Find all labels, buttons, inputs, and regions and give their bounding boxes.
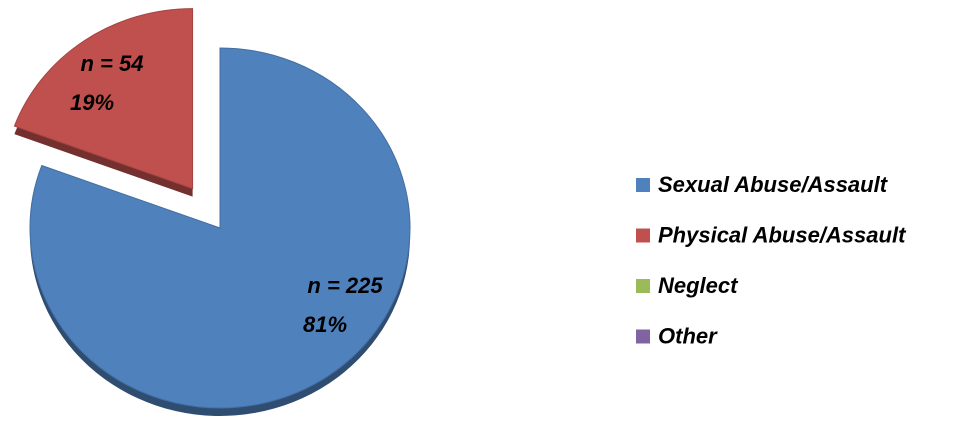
legend-swatch bbox=[636, 228, 650, 243]
data-label: n = 54 bbox=[81, 51, 144, 76]
legend-swatch bbox=[636, 279, 650, 293]
legend-swatch bbox=[636, 329, 650, 344]
legend-swatch bbox=[636, 178, 650, 192]
legend-label: Sexual Abuse/Assault bbox=[658, 172, 889, 197]
data-label: n = 225 bbox=[307, 273, 383, 298]
legend-label: Physical Abuse/Assault bbox=[658, 222, 907, 247]
data-label: 81% bbox=[303, 312, 347, 337]
slice bbox=[29, 47, 411, 409]
legend-label: Neglect bbox=[658, 273, 739, 298]
data-label: 19% bbox=[70, 90, 114, 115]
slice bbox=[13, 8, 194, 190]
legend-label: Other bbox=[658, 323, 718, 348]
